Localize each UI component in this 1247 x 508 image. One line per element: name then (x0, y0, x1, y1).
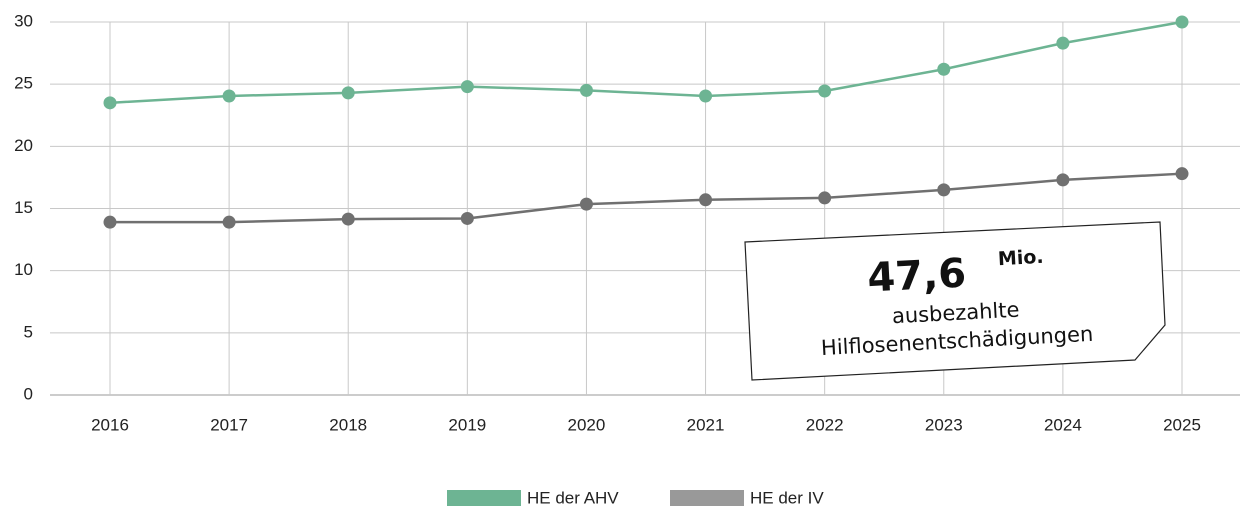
point (460, 211, 474, 225)
point (579, 83, 593, 97)
y-tick-label: 25 (14, 74, 33, 93)
annotation: 47,6 Mio. ausbezahlte Hilflosenentschädi… (744, 221, 1166, 381)
legend-label: HE der IV (750, 488, 824, 507)
x-tick-label: 2016 (91, 415, 129, 434)
point (937, 183, 951, 197)
x-tick-label: 2019 (448, 415, 486, 434)
x-tick-label: 2022 (806, 415, 844, 434)
x-tick-label: 2024 (1044, 415, 1082, 434)
x-tick-label: 2020 (568, 415, 606, 434)
point (818, 191, 832, 205)
point (937, 62, 951, 76)
line (110, 172, 1183, 224)
point (222, 89, 236, 103)
y-tick-label: 5 (24, 322, 33, 341)
point (1056, 173, 1070, 187)
y-tick-label: 0 (24, 384, 33, 403)
x-tick-label: 2025 (1163, 415, 1201, 434)
x-tick-label: 2018 (329, 415, 367, 434)
point (1175, 15, 1189, 29)
point (1056, 36, 1070, 50)
y-tick-label: 10 (14, 260, 33, 279)
annotation-box (744, 221, 1166, 381)
y-tick-label: 20 (14, 136, 33, 155)
legend-label: HE der AHV (527, 488, 619, 507)
point (222, 215, 236, 229)
legend-swatch (670, 490, 744, 506)
x-tick-label: 2023 (925, 415, 963, 434)
x-tick-label: 2017 (210, 415, 248, 434)
point (460, 80, 474, 94)
point (579, 197, 593, 211)
x-tick-label: 2021 (687, 415, 725, 434)
point (103, 215, 117, 229)
point (1175, 167, 1189, 181)
point (103, 96, 117, 110)
y-tick-label: 30 (14, 11, 33, 30)
point (699, 89, 713, 103)
point (699, 193, 713, 207)
point (341, 212, 355, 226)
point (818, 84, 832, 98)
point (341, 86, 355, 100)
y-tick-label: 15 (14, 198, 33, 217)
legend-swatch (447, 490, 521, 506)
line (109, 20, 1183, 105)
annotation-unit: Mio. (997, 246, 1044, 270)
annotation-value: 47,6 (866, 250, 967, 301)
